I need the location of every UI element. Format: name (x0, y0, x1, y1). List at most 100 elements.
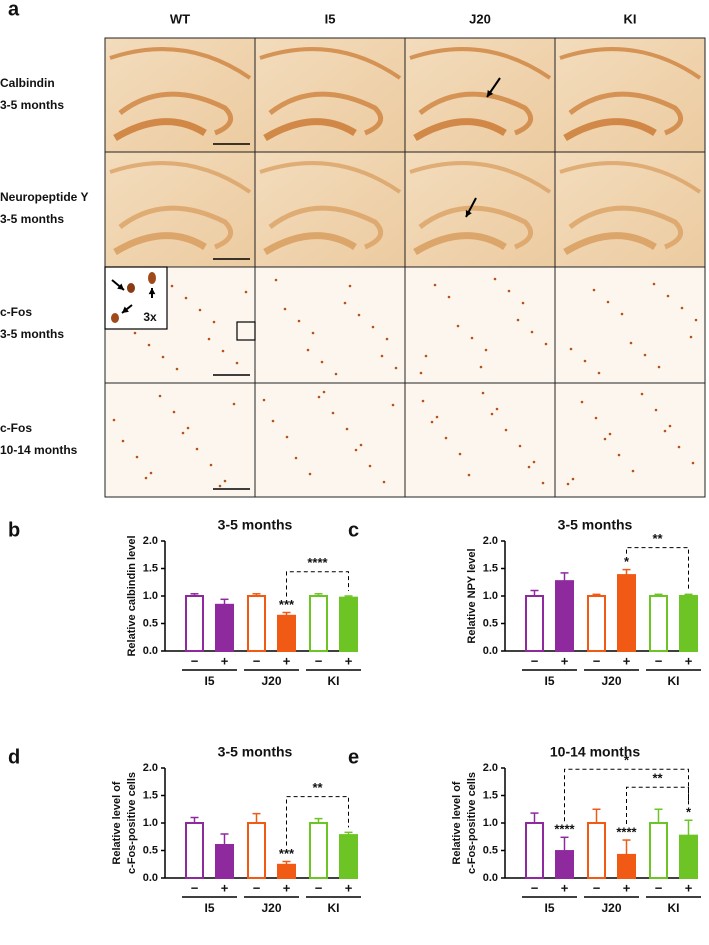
tissue-layer (559, 47, 702, 80)
cell-dot (147, 343, 151, 347)
bar (215, 844, 234, 879)
tissue-layer (259, 47, 402, 80)
comparison-bracket (626, 786, 689, 825)
cell-dot (629, 341, 633, 345)
tissue-layer (268, 91, 384, 136)
bar (309, 822, 328, 879)
bar (555, 850, 574, 879)
arrow-head (117, 283, 124, 290)
tissue-layer (418, 91, 534, 136)
chart-title: 3-5 months (218, 517, 293, 533)
row-label: c-Fos (0, 421, 32, 435)
cell-dot (689, 335, 693, 339)
group-label: KI (668, 901, 680, 915)
comparison-label: ** (652, 771, 663, 786)
cell-dot (198, 308, 202, 312)
cell-dot (207, 337, 211, 341)
y-axis-label: Relative calbindin level (126, 535, 138, 656)
cell-dot (640, 392, 644, 396)
cell-dot (680, 306, 684, 310)
x-tick-label: + (623, 653, 631, 668)
x-tick-label: − (655, 653, 663, 668)
panel-label: c (348, 519, 359, 541)
significance-label: * (686, 805, 692, 820)
x-tick-label: + (561, 880, 569, 895)
bar (185, 595, 204, 652)
cell-dot (297, 319, 301, 323)
cell-dot (419, 371, 423, 375)
cell-dot (592, 288, 596, 292)
x-tick-label: + (221, 880, 229, 895)
x-tick-label: − (593, 653, 601, 668)
significance-label: **** (554, 822, 575, 837)
cell-dot (490, 412, 494, 416)
x-tick-label: + (283, 880, 291, 895)
bar (339, 596, 358, 653)
group-label: J20 (601, 674, 621, 688)
micrograph (104, 382, 256, 498)
tissue-layer (109, 161, 252, 194)
y-axis-label: c-Fos-positive cells (126, 772, 138, 874)
bar (215, 603, 234, 652)
cell-dot (223, 479, 227, 483)
cell-dot (691, 461, 695, 465)
cell-dot (348, 284, 352, 288)
bar (617, 853, 636, 880)
cell-dot (112, 418, 116, 422)
cell (148, 272, 156, 284)
cell-dot (181, 431, 185, 435)
cell-dot (657, 365, 661, 369)
micrograph (404, 266, 556, 384)
y-axis-label: Relative NPY level (466, 548, 478, 643)
x-tick-label: − (315, 653, 323, 668)
cell-dot (359, 443, 363, 447)
y-tick-label: 2.0 (143, 762, 158, 774)
tissue-layer (413, 232, 507, 256)
cell (127, 283, 135, 293)
y-tick-label: 1.0 (143, 817, 158, 829)
group-label: I5 (544, 901, 554, 915)
y-tick-label: 1.5 (143, 562, 158, 574)
row-label: 3-5 months (0, 327, 64, 341)
panel-label: b (8, 519, 20, 541)
cell-dot (677, 445, 681, 449)
cell-dot (435, 415, 439, 419)
cell-dot (244, 290, 248, 294)
bar (617, 574, 636, 652)
comparison-bracket (564, 768, 689, 822)
cell-dot (334, 372, 338, 376)
cell-dot (458, 452, 462, 456)
bar (525, 595, 544, 652)
cell-dot (456, 324, 460, 328)
cell-dot (484, 348, 488, 352)
y-tick-label: 0.0 (143, 645, 158, 657)
bar (679, 595, 698, 652)
x-tick-label: + (283, 653, 291, 668)
x-tick-label: − (253, 653, 261, 668)
cell-dot (357, 313, 361, 317)
comparison-label: * (624, 753, 630, 768)
comparison-label: ** (652, 531, 663, 546)
cell-dot (433, 283, 437, 287)
cell-dot (322, 390, 326, 394)
chart-title: 10-14 months (550, 744, 640, 760)
cell-dot (606, 300, 610, 304)
y-tick-label: 1.0 (483, 590, 498, 602)
cell-dot (262, 398, 266, 402)
bar (277, 614, 296, 652)
y-axis-label: Relative level of (111, 781, 123, 864)
cell-dot (603, 437, 607, 441)
tissue-layer (268, 205, 384, 250)
y-tick-label: 1.0 (483, 817, 498, 829)
cell-dot (308, 472, 312, 476)
cell-dot (380, 354, 384, 358)
cell-dot (311, 331, 315, 335)
y-tick-label: 0.5 (143, 617, 158, 629)
arrow-head (487, 90, 494, 97)
cell-dot (430, 420, 434, 424)
x-tick-label: + (685, 880, 693, 895)
x-tick-label: + (685, 653, 693, 668)
comparison-label: **** (307, 555, 328, 570)
arrow-head (122, 306, 129, 313)
